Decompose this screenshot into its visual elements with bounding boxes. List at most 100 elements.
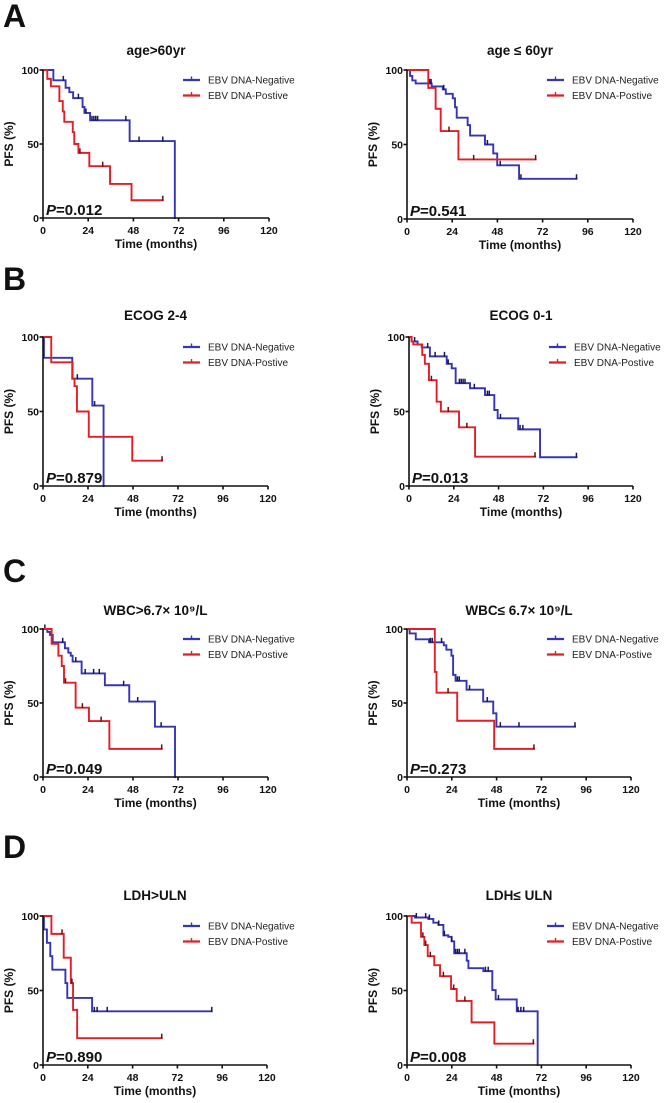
- chart-title: ECOG 0-1: [489, 308, 553, 323]
- panel-letter-c: C: [3, 553, 26, 589]
- chart-title: age ≤ 60yr: [487, 43, 554, 58]
- x-tick-label: 0: [40, 1072, 46, 1084]
- km-curve-positive: [42, 69, 164, 202]
- y-tick-label: 0: [399, 481, 405, 493]
- legend-label-positive: EBV DNA-Postive: [572, 937, 652, 948]
- km-curve-positive: [406, 915, 535, 1045]
- p-symbol: P: [410, 203, 421, 220]
- x-tick-label: 48: [493, 493, 505, 505]
- chart-title: age>60yr: [127, 43, 187, 58]
- p-value-text: =0.879: [56, 470, 102, 487]
- x-tick-label: 96: [582, 226, 594, 238]
- p-symbol: P: [46, 761, 57, 778]
- p-symbol: P: [412, 470, 423, 487]
- y-axis-title: PFS (%): [366, 680, 380, 725]
- y-axis-title: PFS (%): [2, 968, 16, 1013]
- p-value-text: =0.008: [420, 1049, 466, 1066]
- x-tick-label: 72: [173, 225, 185, 237]
- x-tick-label: 72: [538, 493, 550, 505]
- x-tick-label: 24: [446, 1072, 458, 1084]
- x-tick-label: 24: [82, 784, 94, 796]
- p-symbol: P: [410, 761, 421, 778]
- y-tick-label: 100: [385, 65, 403, 77]
- x-tick-label: 72: [536, 1072, 548, 1084]
- x-tick-label: 120: [259, 493, 277, 505]
- x-tick-label: 24: [82, 1072, 94, 1084]
- x-tick-label: 0: [40, 784, 46, 796]
- km-plot-ldh-above-uln: LDH>ULN EBV DNA-Negative EBV DNA-Postive 0 2…: [2, 888, 295, 1098]
- x-tick-label: 24: [446, 784, 458, 796]
- legend-label-negative: EBV DNA-Negative: [208, 922, 295, 933]
- y-tick-label: 100: [385, 911, 403, 923]
- p-symbol: P: [46, 1049, 57, 1066]
- chart-title: LDH≤ ULN: [486, 888, 553, 903]
- legend-label-positive: EBV DNA-Postive: [572, 650, 652, 661]
- y-axis-title: PFS (%): [366, 968, 380, 1013]
- p-value-text: =0.541: [420, 203, 466, 220]
- km-curve-negative: [42, 69, 176, 219]
- legend-label-positive: EBV DNA-Postive: [208, 358, 288, 369]
- x-tick-label: 48: [491, 1072, 503, 1084]
- y-tick-label: 0: [397, 1060, 403, 1072]
- p-value-annotation: P=0.049: [46, 761, 102, 778]
- x-tick-label: 0: [404, 1072, 410, 1084]
- km-curve-positive: [406, 69, 537, 161]
- y-tick-label: 100: [21, 65, 39, 77]
- y-tick-label: 100: [21, 332, 39, 344]
- x-tick-label: 120: [624, 493, 642, 505]
- x-tick-label: 120: [622, 1072, 640, 1084]
- y-tick-label: 50: [391, 698, 403, 710]
- legend-label-positive: EBV DNA-Postive: [208, 91, 288, 102]
- x-tick-label: 24: [82, 493, 94, 505]
- p-value-text: =0.013: [422, 470, 468, 487]
- x-tick-label: 0: [406, 493, 412, 505]
- p-value-annotation: P=0.890: [46, 1049, 102, 1066]
- p-value-text: =0.273: [420, 761, 466, 778]
- legend-label-positive: EBV DNA-Postive: [208, 650, 288, 661]
- km-curve-positive: [406, 628, 535, 750]
- y-tick-label: 100: [21, 624, 39, 636]
- x-axis-title: Time (months): [479, 238, 561, 252]
- x-tick-label: 72: [172, 493, 184, 505]
- legend-label-negative: EBV DNA-Negative: [572, 76, 659, 87]
- y-tick-label: 0: [397, 772, 403, 784]
- x-tick-label: 72: [537, 226, 549, 238]
- p-value-annotation: P=0.879: [46, 470, 102, 487]
- legend-label-positive: EBV DNA-Postive: [208, 937, 288, 948]
- y-tick-label: 0: [33, 213, 39, 225]
- y-tick-label: 50: [27, 698, 39, 710]
- legend-label-negative: EBV DNA-Negative: [574, 343, 661, 354]
- x-tick-label: 48: [127, 493, 139, 505]
- x-axis-title: Time (months): [478, 1084, 560, 1098]
- x-tick-label: 24: [448, 493, 460, 505]
- y-axis-title: PFS (%): [368, 389, 382, 434]
- y-axis-title: PFS (%): [2, 121, 16, 166]
- km-curve-positive: [408, 336, 536, 458]
- km-curve-negative: [42, 915, 213, 1013]
- p-symbol: P: [46, 202, 57, 219]
- x-axis-title: Time (months): [114, 796, 196, 810]
- p-value-text: =0.049: [56, 761, 102, 778]
- p-value-annotation: P=0.273: [410, 761, 466, 778]
- x-axis-title: Time (months): [114, 1084, 196, 1098]
- x-axis-title: Time (months): [115, 237, 197, 251]
- y-tick-label: 0: [33, 481, 39, 493]
- km-curve-negative: [406, 915, 539, 1066]
- x-tick-label: 0: [40, 493, 46, 505]
- x-tick-label: 72: [172, 1072, 184, 1084]
- p-symbol: P: [46, 470, 57, 487]
- legend-label-positive: EBV DNA-Postive: [574, 358, 654, 369]
- x-tick-label: 72: [536, 784, 548, 796]
- p-value-text: =0.890: [56, 1049, 102, 1066]
- p-value-text: =0.012: [56, 202, 102, 219]
- x-tick-label: 96: [217, 493, 229, 505]
- legend-label-positive: EBV DNA-Postive: [572, 91, 652, 102]
- y-tick-label: 50: [27, 139, 39, 151]
- km-plot-wbc-high: WBC>6.7× 10⁹/L EBV DNA-Negative EBV DNA-Po…: [2, 603, 295, 810]
- y-tick-label: 100: [385, 624, 403, 636]
- km-plot-age-60-or-under: age ≤ 60yr EBV DNA-Negative EBV DNA-Postiv…: [366, 43, 659, 252]
- x-tick-label: 48: [127, 1072, 139, 1084]
- y-axis-title: PFS (%): [2, 389, 16, 434]
